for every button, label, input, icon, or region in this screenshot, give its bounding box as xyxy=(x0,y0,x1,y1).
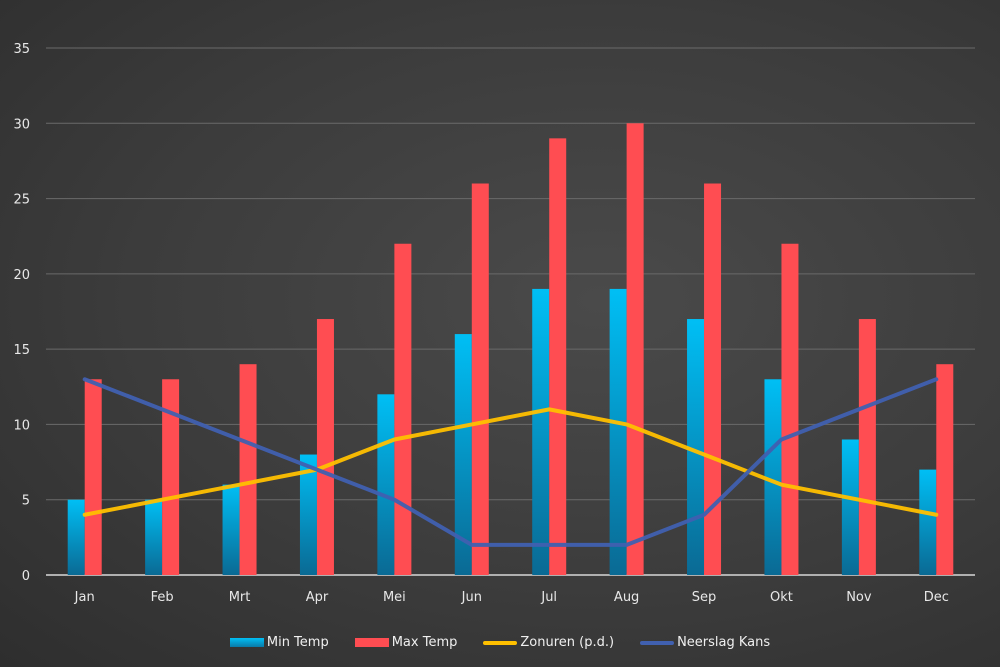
bar-max-temp-sep xyxy=(704,183,722,575)
bar-min-temp-feb xyxy=(145,499,163,575)
bar-min-temp-okt xyxy=(764,379,782,575)
bar-min-temp-mei xyxy=(377,394,395,575)
y-tick-label: 25 xyxy=(13,193,30,208)
legend-swatch xyxy=(229,638,264,647)
chart: 0 5 10 15 20 25 30 35 Jan Feb Mrt Apr Mei Jun Jul Aug S… xyxy=(13,42,975,605)
line-zonuren-p-d- xyxy=(82,407,939,517)
x-tick-label: Okt xyxy=(770,590,793,605)
bar-max-temp-nov xyxy=(858,319,876,575)
legend-label: Zonuren (p.d.) xyxy=(520,635,615,650)
bar-min-temp-sep xyxy=(687,319,705,575)
x-tick-label: Jul xyxy=(540,590,557,605)
lines xyxy=(82,377,939,547)
bar-max-temp-apr xyxy=(316,319,334,575)
bar-max-temp-feb xyxy=(162,379,180,575)
legend-swatch xyxy=(354,638,389,647)
bar-min-temp-mrt xyxy=(222,484,240,575)
legend-swatch xyxy=(483,640,518,645)
bar-max-temp-jan xyxy=(84,379,102,575)
legend-label: Max Temp xyxy=(391,635,458,650)
legend-item-neerslag[interactable]: Neerslag Kans xyxy=(640,635,770,650)
bar-min-temp-aug xyxy=(609,288,627,575)
x-tick-label: Mei xyxy=(383,590,406,605)
y-tick-label: 5 xyxy=(22,494,30,509)
x-tick-label: Sep xyxy=(692,590,717,605)
bar-min-temp-jul xyxy=(532,288,550,575)
bar-max-temp-jul xyxy=(549,138,567,576)
bar-min-temp-dec xyxy=(919,469,937,575)
x-axis-ticks: Jan Feb Mrt Apr Mei Jun Jul Aug Sep Okt Nov Dec xyxy=(74,590,949,605)
x-tick-label: Aug xyxy=(614,590,639,605)
bars xyxy=(67,123,954,576)
legend-label: Neerslag Kans xyxy=(677,635,771,650)
bar-max-temp-aug xyxy=(626,123,644,576)
y-tick-label: 0 xyxy=(22,569,30,584)
legend: Min Temp Max Temp Zonuren (p.d.) Neersla… xyxy=(0,635,1000,650)
line-neerslag-kans xyxy=(82,377,939,547)
bar-min-temp-jun xyxy=(454,334,472,575)
y-tick-label: 35 xyxy=(13,42,30,57)
bar-min-temp-jan xyxy=(67,499,85,575)
x-tick-label: Jan xyxy=(74,590,95,605)
x-tick-label: Feb xyxy=(151,590,174,605)
x-tick-label: Mrt xyxy=(229,590,251,605)
y-axis-ticks: 0 5 10 15 20 25 30 35 xyxy=(13,42,30,584)
legend-label: Min Temp xyxy=(266,635,329,650)
y-tick-label: 30 xyxy=(13,117,30,132)
bar-max-temp-okt xyxy=(781,243,799,575)
legend-swatch xyxy=(640,640,675,645)
y-tick-label: 15 xyxy=(13,343,30,358)
x-tick-label: Nov xyxy=(846,590,872,605)
y-tick-label: 10 xyxy=(13,418,30,433)
bar-min-temp-apr xyxy=(299,454,317,575)
bar-max-temp-dec xyxy=(936,364,954,575)
bar-max-temp-mrt xyxy=(239,364,257,575)
legend-item-min-temp[interactable]: Min Temp xyxy=(229,635,329,650)
x-tick-label: Jun xyxy=(461,590,482,605)
legend-item-zonuren[interactable]: Zonuren (p.d.) xyxy=(483,635,614,650)
legend-item-max-temp[interactable]: Max Temp xyxy=(354,635,458,650)
bar-max-temp-mei xyxy=(394,243,412,575)
bar-max-temp-jun xyxy=(471,183,489,575)
bar-min-temp-nov xyxy=(841,439,859,575)
x-tick-label: Apr xyxy=(306,590,329,605)
y-tick-label: 20 xyxy=(13,268,30,283)
x-tick-label: Dec xyxy=(924,590,949,605)
